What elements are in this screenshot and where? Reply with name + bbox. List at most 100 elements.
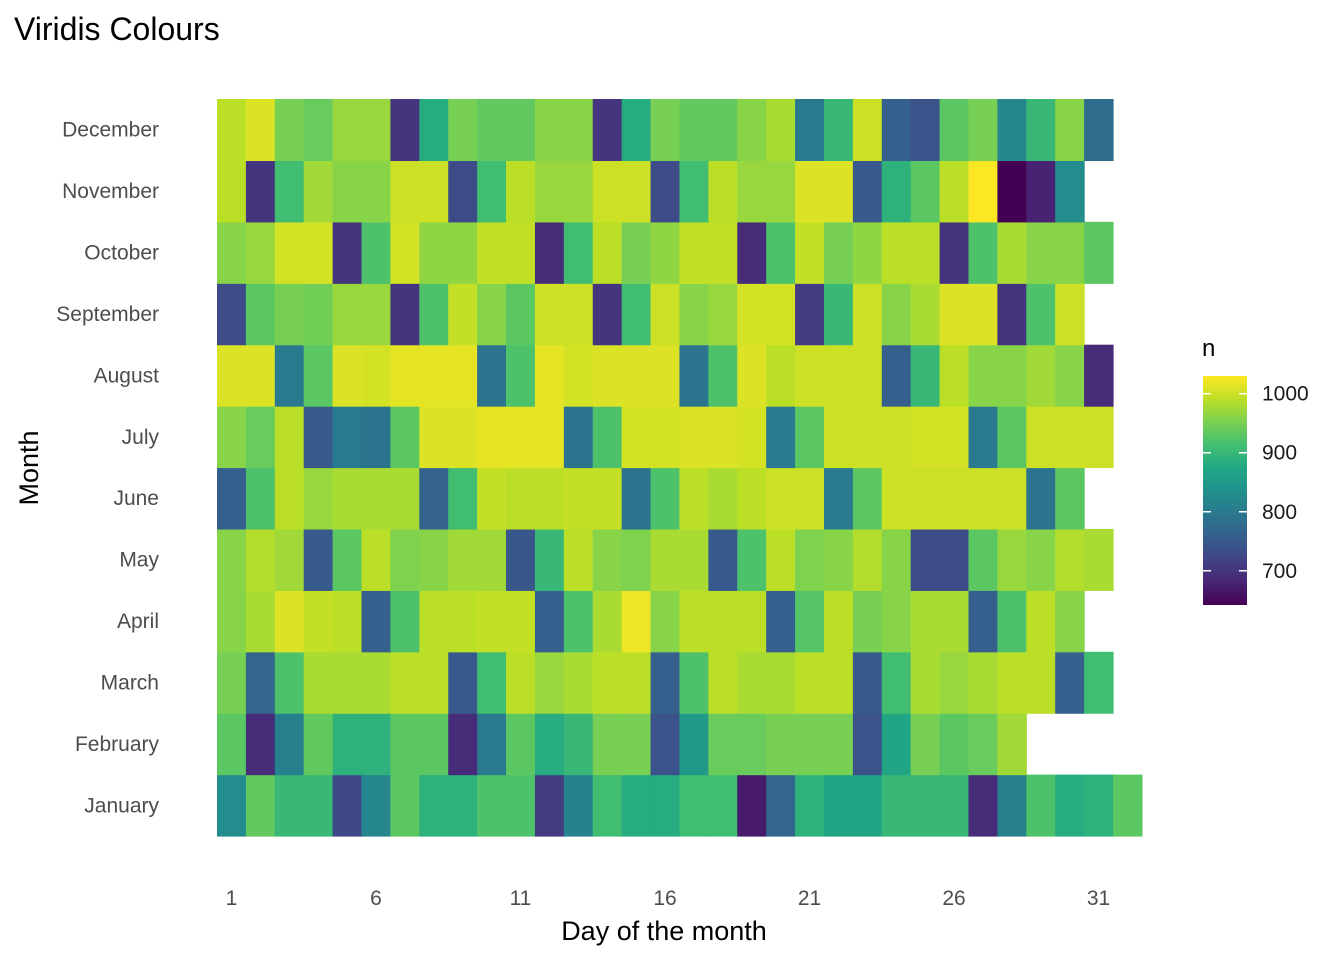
heatmap-cell-march-19 [737, 651, 767, 714]
heatmap-cell-october-16 [650, 221, 681, 284]
heatmap-cell-march-7 [390, 651, 420, 714]
heatmap-cell-may-16 [650, 528, 681, 591]
heatmap-cell-january-30 [1055, 774, 1085, 837]
heatmap-cell-february-5 [332, 713, 363, 776]
heatmap-cell-december-19 [737, 99, 767, 162]
heatmap-cell-june-10 [477, 467, 507, 530]
heatmap-cell-august-10 [477, 344, 507, 407]
heatmap-cell-july-3 [274, 406, 305, 469]
heatmap-cell-april-13 [563, 590, 594, 653]
heatmap-cell-december-11 [506, 99, 536, 162]
heatmap-cell-march-15 [621, 651, 652, 714]
heatmap-cell-april-9 [448, 590, 478, 653]
day-tick-26: 26 [942, 887, 965, 910]
heatmap-cell-june-25 [910, 467, 941, 530]
heatmap-cell-july-10 [477, 406, 507, 469]
heatmap-cell-may-22 [823, 528, 854, 591]
heatmap-cell-december-5 [332, 99, 363, 162]
heatmap-cell-july-8 [419, 406, 449, 469]
heatmap-cell-december-15 [621, 99, 652, 162]
heatmap-cell-october-19 [737, 221, 767, 284]
heatmap-cell-january-9 [448, 774, 478, 837]
heatmap-cell-december-18 [708, 99, 738, 162]
heatmap-cell-august-2 [245, 344, 276, 407]
month-label-february: February [75, 733, 160, 756]
heatmap-cell-february-19 [737, 713, 767, 776]
heatmap-cell-may-18 [708, 528, 738, 591]
heatmap-cell-july-16 [650, 406, 681, 469]
heatmap-cell-april-11 [506, 590, 536, 653]
heatmap-cell-december-9 [448, 99, 478, 162]
heatmap-cell-january-16 [650, 774, 681, 837]
heatmap-cell-january-20 [766, 774, 796, 837]
heatmap-cell-october-22 [823, 221, 854, 284]
heatmap-cell-january-4 [303, 774, 334, 837]
heatmap-cell-july-31 [1084, 406, 1114, 469]
heatmap-cell-july-6 [361, 406, 392, 469]
heatmap-cell-november-6 [361, 160, 392, 223]
heatmap-cell-august-11 [506, 344, 536, 407]
heatmap-cell-may-26 [939, 528, 970, 591]
heatmap-cell-june-27 [968, 467, 998, 530]
heatmap-cell-november-27 [968, 160, 998, 223]
heatmap-cell-july-30 [1055, 406, 1085, 469]
heatmap-cell-april-19 [737, 590, 767, 653]
heatmap-cell-july-1 [217, 406, 247, 469]
heatmap-cell-may-19 [737, 528, 767, 591]
heatmap-cell-december-31 [1084, 99, 1114, 162]
heatmap-cell-april-30 [1055, 590, 1085, 653]
heatmap-cell-november-20 [766, 160, 796, 223]
heatmap-cell-january-14 [592, 774, 623, 837]
heatmap-cell-december-23 [852, 99, 883, 162]
heatmap-cell-september-19 [737, 283, 767, 346]
heatmap-cell-june-9 [448, 467, 478, 530]
heatmap-cell-may-4 [303, 528, 334, 591]
heatmap-cell-december-16 [650, 99, 681, 162]
heatmap-cell-february-10 [477, 713, 507, 776]
heatmap-cell-october-30 [1055, 221, 1085, 284]
heatmap-cell-february-15 [621, 713, 652, 776]
heatmap-cell-august-16 [650, 344, 681, 407]
heatmap-cell-march-6 [361, 651, 392, 714]
heatmap-cell-september-7 [390, 283, 420, 346]
heatmap-cell-may-15 [621, 528, 652, 591]
month-label-december: December [62, 119, 159, 142]
heatmap-cell-february-11 [506, 713, 536, 776]
heatmap-cell-january-21 [795, 774, 825, 837]
heatmap-cell-january-28 [997, 774, 1027, 837]
heatmap-cell-june-16 [650, 467, 681, 530]
heatmap-cell-february-21 [795, 713, 825, 776]
heatmap-cell-april-29 [1026, 590, 1056, 653]
heatmap-cell-july-9 [448, 406, 478, 469]
heatmap-cell-november-14 [592, 160, 623, 223]
heatmap-cell-may-27 [968, 528, 998, 591]
heatmap-cell-october-23 [852, 221, 883, 284]
heatmap-cell-january-22 [823, 774, 854, 837]
day-tick-1: 1 [226, 887, 238, 910]
heatmap-cell-january-8 [419, 774, 449, 837]
heatmap-cell-february-1 [217, 713, 247, 776]
heatmap-cell-august-9 [448, 344, 478, 407]
heatmap-cell-july-5 [332, 406, 363, 469]
heatmap-cell-november-18 [708, 160, 738, 223]
heatmap-cell-september-11 [506, 283, 536, 346]
heatmap-cell-november-22 [823, 160, 854, 223]
heatmap-cell-may-24 [881, 528, 912, 591]
heatmap-cell-may-23 [852, 528, 883, 591]
heatmap-cell-july-7 [390, 406, 420, 469]
heatmap-cell-april-1 [217, 590, 247, 653]
heatmap-cell-march-12 [534, 651, 565, 714]
heatmap-cell-october-29 [1026, 221, 1056, 284]
heatmap-cell-april-16 [650, 590, 681, 653]
heatmap-cell-december-20 [766, 99, 796, 162]
heatmap-cell-september-25 [910, 283, 941, 346]
heatmap-cell-november-21 [795, 160, 825, 223]
heatmap-cell-august-1 [217, 344, 247, 407]
heatmap-cell-february-4 [303, 713, 334, 776]
heatmap-cell-december-6 [361, 99, 392, 162]
heatmap-cell-april-24 [881, 590, 912, 653]
heatmap-cell-november-8 [419, 160, 449, 223]
heatmap-cell-december-12 [534, 99, 565, 162]
heatmap-cell-november-30 [1055, 160, 1085, 223]
